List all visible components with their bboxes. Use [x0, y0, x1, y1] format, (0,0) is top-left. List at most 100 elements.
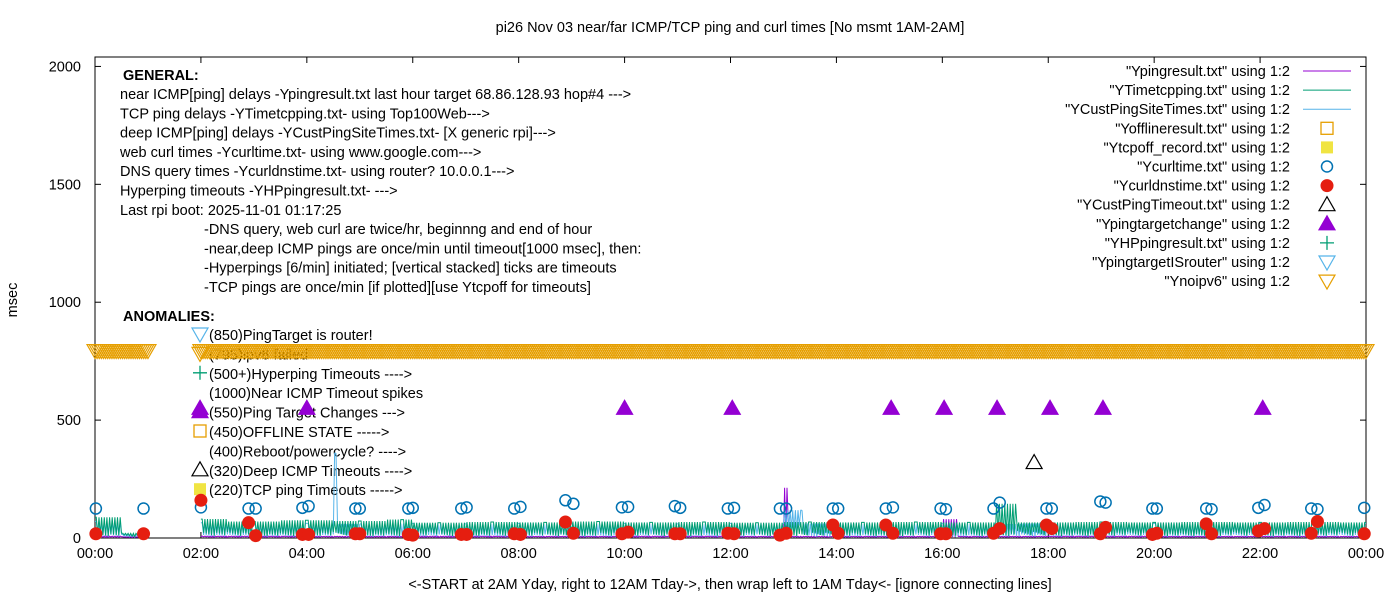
curltime-point — [567, 497, 580, 511]
x-tick-label: 10:00 — [606, 546, 642, 562]
anomaly-label: (450)OFFLINE STATE -----> — [209, 425, 389, 441]
x-tick-label: 00:00 — [1348, 546, 1384, 562]
curltime-point — [1258, 498, 1271, 512]
legend-label: "YCustPingTimeout.txt" using 1:2 — [1077, 198, 1290, 214]
general-line: Last rpi boot: 2025-11-01 01:17:25 — [120, 203, 341, 219]
anomaly-label: (1000)Near ICMP Timeout spikes — [209, 386, 423, 402]
curltime-point — [615, 501, 629, 514]
legend-marker — [1317, 255, 1337, 272]
curldnstime-point — [621, 525, 635, 539]
general-line: deep ICMP[ping] delays -YCustPingSiteTim… — [120, 126, 556, 142]
curltime-point — [987, 502, 1000, 515]
curltime-point — [668, 499, 682, 513]
legend-label: "Ynoipv6" using 1:2 — [1164, 274, 1290, 290]
curltime-point — [353, 502, 367, 515]
curldnstime-point — [831, 526, 845, 540]
curldnstime-point — [886, 526, 900, 540]
curltime-point — [1205, 502, 1218, 516]
curltime-point — [89, 502, 103, 515]
curltime-point — [559, 494, 572, 507]
curltime-point — [773, 502, 787, 515]
noipv6-point — [1356, 343, 1376, 360]
curltime-point — [721, 502, 735, 515]
curltime-point — [826, 502, 840, 515]
pingtargetchange-point — [935, 399, 954, 415]
curldnstime-point — [1099, 520, 1113, 534]
y-tick-label: 500 — [57, 413, 81, 429]
curltime-point — [779, 502, 793, 515]
curltime-point — [1146, 502, 1159, 515]
legend-label: "Ypingtargetchange" using 1:2 — [1096, 217, 1290, 233]
pingtargetchange-point — [882, 399, 901, 415]
curldnstime-point — [1150, 526, 1164, 540]
curldnstime-point — [137, 527, 151, 541]
x-tick-label: 22:00 — [1242, 546, 1278, 562]
axes: 00:00 02:00 04:00 06:00 08:00 10:00 12:00 14:00… — [49, 57, 1384, 562]
pingtargetchange-point — [723, 399, 742, 415]
legend-label: "Ycurldnstime.txt" using 1:2 — [1114, 179, 1290, 195]
anomaly-label: (500+)Hyperping Timeouts ----> — [209, 367, 412, 383]
anomaly-label: (220)TCP ping Timeouts -----> — [209, 483, 403, 499]
general-line: Hyperping timeouts -YHPpingresult.txt- -… — [120, 184, 398, 200]
curltime-point — [455, 502, 468, 515]
legend: "Ypingresult.txt" using 1:2 "YTimetcpping… — [1065, 64, 1351, 291]
data-marks — [85, 343, 1376, 543]
pingtargetchange-point — [297, 399, 316, 415]
anomaly-label: (400)Reboot/powercycle? ----> — [209, 444, 406, 460]
general-line: web curl times -Ycurltime.txt- using www… — [119, 145, 481, 161]
anomaly-marker-plus — [193, 365, 207, 380]
anomaly-marker-open-down-triangle — [190, 346, 210, 363]
curltime-point — [993, 496, 1006, 509]
general-line: DNS query times -Ycurldnstime.txt- using… — [120, 164, 514, 180]
anomaly-label: (320)Deep ICMP Timeouts ----> — [209, 464, 412, 480]
curldnstime-point — [513, 527, 527, 541]
curltime-point — [879, 502, 893, 515]
curltime-point — [831, 502, 845, 515]
legend-marker — [1320, 121, 1334, 135]
curltime-point — [242, 502, 255, 515]
legend-marker — [1317, 195, 1337, 212]
legend-marker — [1320, 235, 1334, 250]
curldnstime-point — [727, 527, 741, 541]
pingtargetchange-point — [1040, 399, 1060, 415]
curltime-point — [349, 502, 362, 515]
curldnstime-point — [242, 516, 256, 530]
curldnstime-point — [353, 527, 367, 541]
legend-label: "Ypingresult.txt" using 1:2 — [1126, 64, 1290, 80]
legend-marker — [1320, 179, 1334, 193]
curldnstime-point — [673, 527, 687, 541]
anomalies-heading: ANOMALIES: — [123, 309, 215, 325]
curltime-point — [508, 502, 521, 515]
curldnstime-point — [1205, 527, 1219, 541]
curltime-point — [406, 501, 419, 515]
curltime-point — [621, 500, 635, 514]
x-axis-label: <-START at 2AM Yday, right to 12AM Tday-… — [408, 577, 1051, 593]
curltime-point — [1150, 502, 1164, 515]
curltime-point — [1199, 502, 1213, 515]
chart-title: pi26 Nov 03 near/far ICMP/TCP ping and c… — [496, 20, 965, 36]
curltime-point — [934, 502, 947, 515]
anomaly-marker-open-triangle — [190, 460, 210, 477]
note-line: -DNS query, web curl are twice/hr, begin… — [204, 222, 592, 238]
x-tick-label: 04:00 — [289, 546, 325, 562]
legend-label: "Ytcpoff_record.txt" using 1:2 — [1103, 140, 1290, 156]
curltime-point — [402, 502, 415, 515]
pingtargetchange-point — [1253, 399, 1272, 415]
curldnstime-point — [249, 529, 263, 543]
curldnstime-point — [89, 527, 103, 541]
noipv6-point — [138, 343, 157, 360]
anomaly-marker-filled-square — [194, 483, 206, 496]
note-line: -TCP pings are once/min [if plotted][use… — [204, 280, 591, 296]
legend-label: "YpingtargetISrouter" using 1:2 — [1092, 255, 1290, 271]
curltime-point — [1040, 502, 1053, 515]
curltime-point — [1311, 502, 1324, 516]
curltime-point — [460, 501, 473, 514]
curldnstime-point — [779, 526, 793, 540]
x-tick-label: 02:00 — [183, 546, 219, 562]
anomaly-marker-open-square — [193, 424, 207, 438]
x-tick-label: 20:00 — [1136, 546, 1172, 562]
curltime-point — [673, 501, 687, 515]
curltime-point — [886, 501, 900, 514]
x-tick-label: 00:00 — [77, 546, 113, 562]
